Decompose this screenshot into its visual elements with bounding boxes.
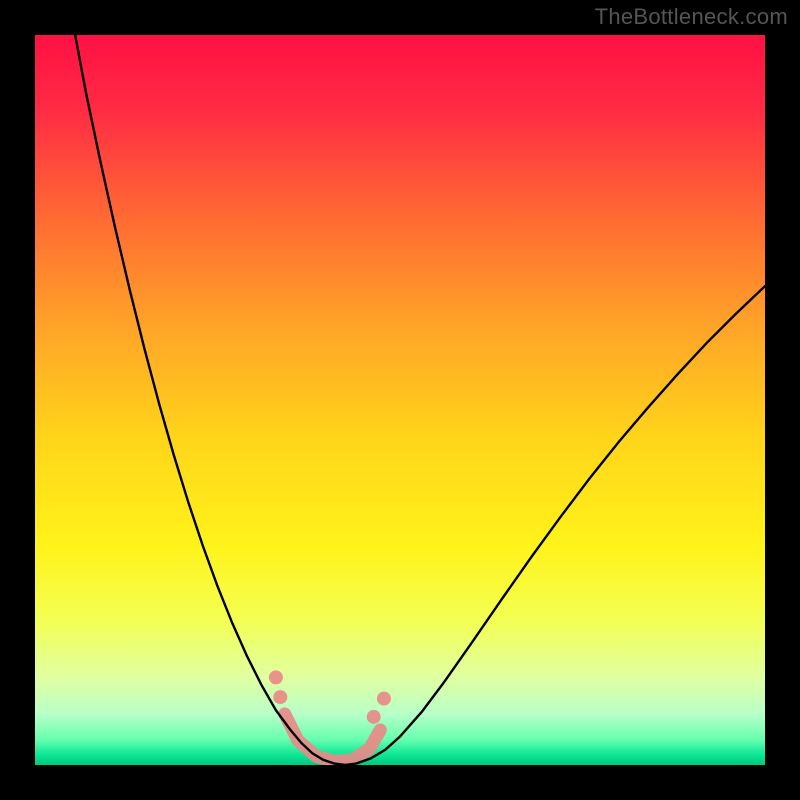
marker-dot	[367, 710, 381, 724]
chart-svg	[0, 0, 800, 800]
marker-dot	[269, 670, 283, 684]
marker-dot	[377, 692, 391, 706]
marker-dot	[273, 690, 287, 704]
stage: TheBottleneck.com	[0, 0, 800, 800]
